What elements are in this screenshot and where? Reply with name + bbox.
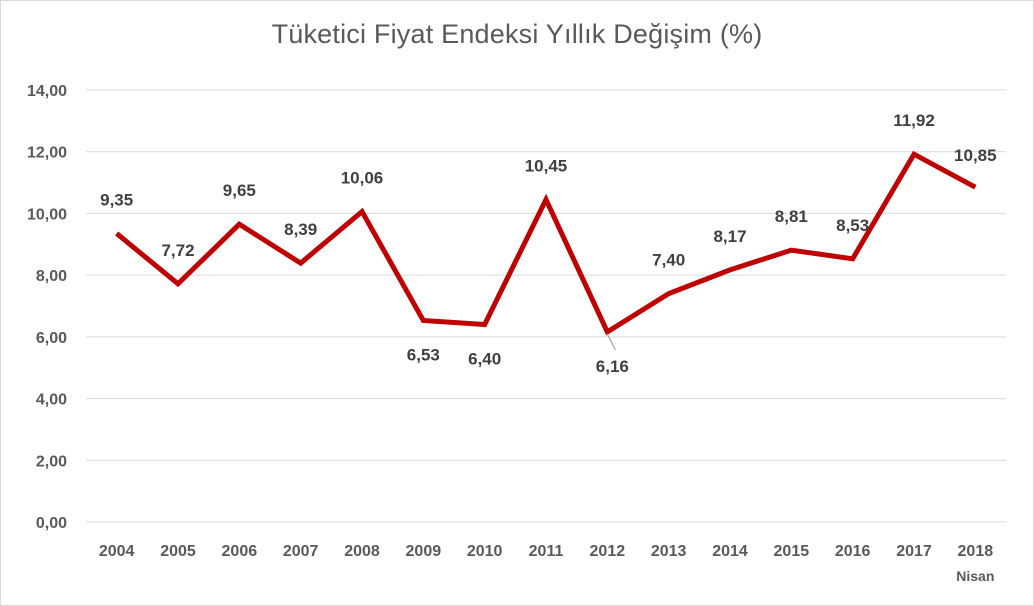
y-tick-label: 10,00	[27, 206, 67, 223]
x-tick-label: 2012	[590, 543, 626, 560]
x-tick-label: 2014	[712, 543, 748, 560]
y-tick-label: 12,00	[27, 145, 67, 162]
x-tick-label: 2004	[99, 543, 135, 560]
x-tick-label: 2011	[529, 543, 564, 560]
x-tick-label: 2008	[344, 543, 380, 560]
x-tick-label: 2010	[467, 543, 503, 560]
data-label: 6,53	[407, 346, 440, 365]
x-tick-label: 2007	[283, 543, 319, 560]
y-tick-label: 8,00	[36, 268, 67, 285]
x-tick-label: 2005	[160, 543, 196, 560]
data-label: 9,35	[100, 190, 133, 209]
data-label: 6,16	[596, 357, 629, 376]
data-label: 8,53	[836, 216, 869, 235]
data-label: 8,81	[775, 207, 808, 226]
y-tick-label: 6,00	[36, 330, 67, 347]
x-axis-tick-labels: 2004 2005 2006 2007 2008 2009 2010 2011 2012 2013…	[99, 543, 995, 584]
x-tick-sublabel: Nisan	[956, 568, 994, 584]
data-label: 6,40	[468, 350, 501, 369]
data-label: 11,92	[893, 111, 935, 130]
x-tick-label: 2016	[835, 543, 871, 560]
y-tick-label: 0,00	[36, 515, 67, 532]
data-label: 10,06	[341, 169, 384, 188]
data-label: 10,45	[525, 157, 568, 176]
series-line-group	[115, 150, 977, 336]
data-label-leader-line	[606, 333, 616, 351]
chart-title: Tüketici Fiyat Endeksi Yıllık Değişim (%…	[271, 19, 763, 49]
x-tick-label: 2015	[774, 543, 810, 560]
gridlines	[86, 89, 1006, 523]
x-tick-label: 2018	[958, 543, 994, 560]
data-label: 7,40	[652, 251, 685, 270]
data-label: 7,72	[161, 241, 194, 260]
data-label: 10,85	[954, 146, 997, 165]
x-tick-label: 2017	[896, 543, 932, 560]
data-label: 8,39	[284, 220, 317, 239]
data-labels: 9,35 7,72 9,65 8,39 10,06 6,53 6,40 10,45 6,16 7,…	[100, 111, 996, 376]
data-label: 8,17	[713, 227, 746, 246]
y-tick-label: 14,00	[27, 83, 67, 100]
x-tick-label: 2006	[222, 543, 258, 560]
x-tick-label: 2009	[406, 543, 442, 560]
x-tick-label: 2013	[651, 543, 687, 560]
data-label: 9,65	[223, 181, 256, 200]
y-tick-label: 2,00	[36, 453, 67, 470]
y-tick-label: 4,00	[36, 392, 67, 409]
y-axis-tick-labels: 0,00 2,00 4,00 6,00 8,00 10,00 12,00 14,00	[27, 83, 67, 532]
